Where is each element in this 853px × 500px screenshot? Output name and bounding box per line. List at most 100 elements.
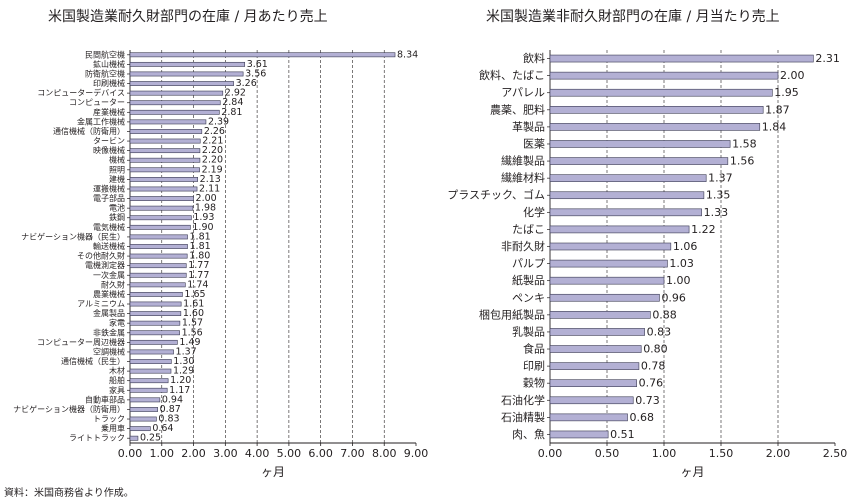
category-label: 民間航空機 [85, 49, 125, 59]
bar [129, 349, 174, 355]
bar [129, 387, 168, 393]
data-label: 1.37 [708, 172, 733, 185]
bar [549, 430, 609, 439]
category-label: ナビゲーション機器（防衛用） [13, 404, 125, 414]
data-label: 1.74 [187, 279, 208, 290]
data-label: 1.58 [732, 137, 757, 150]
data-label: 1.77 [188, 260, 209, 271]
data-label: 1.60 [183, 308, 204, 319]
bar [129, 263, 187, 269]
bar [549, 174, 707, 182]
category-label: 防衛航空機 [85, 68, 125, 78]
bar [129, 426, 151, 432]
category-label: 肉、魚 [512, 428, 545, 441]
data-label: 2.21 [202, 136, 223, 147]
category-label: アルミニウム [77, 300, 125, 309]
data-label: 1.37 [176, 346, 197, 357]
data-label: 2.13 [200, 174, 221, 185]
category-label: プラスチック、ゴム [447, 188, 545, 202]
bar [549, 123, 761, 131]
bar [129, 416, 157, 422]
data-label: 1.57 [182, 318, 203, 329]
data-label: 0.83 [158, 414, 179, 425]
bar [129, 100, 221, 106]
category-label: 機械 [109, 155, 125, 165]
data-label: 1.61 [183, 299, 204, 310]
category-label: 梱包用紙製品 [479, 307, 545, 321]
bar [549, 157, 729, 165]
category-label: 石油精製 [501, 410, 545, 424]
chart-2: 0.00 0.50 1.00 1.50 2.00 2.50 飲料 2.31 飲料、たばこ 2.00… [447, 50, 847, 479]
data-label: 1.35 [706, 189, 731, 202]
category-label: 船舶 [109, 375, 125, 385]
data-label: 0.87 [160, 404, 181, 415]
category-label: 農薬、肥料 [490, 102, 545, 116]
bar [549, 54, 814, 63]
bar [129, 311, 182, 316]
data-label: 1.90 [192, 222, 213, 233]
x-tick-label: 9.00 [404, 447, 429, 460]
data-label: 2.20 [202, 155, 223, 166]
category-label: 電子部品 [93, 193, 125, 203]
data-label: 2.39 [208, 116, 229, 127]
category-label: その他耐久財 [77, 251, 125, 261]
data-label: 0.76 [639, 377, 664, 390]
category-label: 繊維製品 [501, 154, 545, 168]
bar [549, 328, 645, 336]
category-label: 建機 [109, 174, 125, 184]
category-label: 金属製品 [93, 308, 125, 318]
category-label: コンピューター周辺機器 [37, 337, 125, 347]
bar [129, 205, 194, 211]
data-label: 3.56 [245, 68, 266, 79]
bar [129, 109, 220, 115]
data-label: 1.81 [190, 231, 211, 242]
data-label: 1.87 [765, 103, 790, 116]
category-label: ペンキ [512, 291, 545, 304]
category-label: 革製品 [512, 119, 545, 133]
data-label: 1.80 [189, 251, 210, 262]
charts-canvas: 0.00 1.00 2.00 3.00 4.00 5.00 6.00 7.00 8.00 9.00… [13, 49, 847, 479]
chart-title: 米国製造業非耐久財部門の在庫 / 月当たり売上 [486, 9, 780, 25]
data-label: 2.84 [222, 97, 243, 108]
data-label: 2.19 [202, 164, 223, 175]
data-label: 1.29 [173, 366, 194, 377]
x-tick-label: 5.00 [277, 447, 302, 460]
category-label: 電池 [109, 203, 125, 213]
category-label: トラック [93, 415, 125, 424]
category-label: 金属工作機械 [77, 116, 125, 126]
bar [129, 167, 200, 173]
bar [129, 292, 183, 297]
category-label: 家具 [109, 385, 125, 395]
bar [129, 397, 161, 403]
x-tick-label: 4.00 [245, 447, 270, 460]
category-label: ナビゲーション機器（民生） [21, 231, 125, 241]
bar [129, 81, 234, 86]
x-axis-label: ヶ月 [261, 465, 285, 479]
category-label: 農業機械 [93, 289, 125, 299]
data-label: 0.88 [652, 308, 677, 321]
category-label: 自動車部品 [85, 394, 125, 404]
data-label: 1.00 [666, 274, 691, 287]
data-label: 3.61 [247, 59, 268, 70]
data-label: 1.98 [195, 203, 216, 214]
data-label: 2.26 [204, 126, 225, 137]
x-tick-label: 3.00 [213, 447, 238, 460]
category-label: 乗用車 [101, 423, 125, 433]
data-label: 1.30 [173, 356, 194, 367]
data-label: 0.25 [140, 433, 161, 444]
bar [549, 396, 634, 405]
chart-title: 米国製造業耐久財部門の在庫 / 月あたり売上 [48, 9, 328, 25]
data-label: 0.51 [610, 428, 635, 441]
bar [549, 88, 773, 97]
category-label: 飲料、たばこ [479, 68, 545, 82]
x-tick-label: 0.00 [118, 447, 143, 460]
category-label: 化学 [523, 205, 545, 219]
data-label: 1.20 [170, 375, 191, 386]
x-tick-label: 1.00 [150, 447, 175, 460]
category-label: 印刷 [523, 360, 545, 373]
bar [129, 129, 203, 134]
bar [549, 225, 690, 234]
category-label: 乳製品 [512, 324, 545, 338]
category-label: 通信機械（防衛用） [53, 126, 125, 136]
bar [129, 148, 201, 154]
